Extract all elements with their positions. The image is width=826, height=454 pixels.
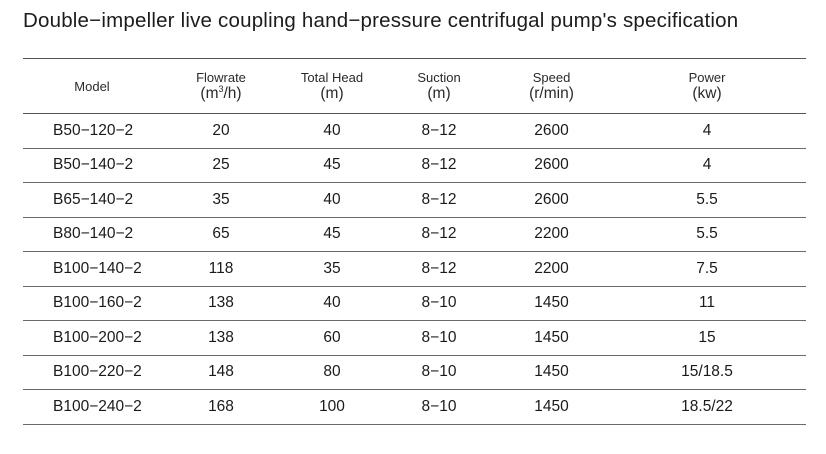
- cell-flowrate: 20: [212, 121, 230, 139]
- header-total-head-label: Total Head: [300, 70, 364, 85]
- cell-total-head: 40: [323, 190, 341, 208]
- cell-power: 18.5/22: [681, 397, 733, 415]
- cell-flowrate: 138: [208, 328, 234, 346]
- cell-flowrate: 138: [208, 294, 234, 312]
- header-flowrate-unit: (m3/h): [200, 84, 242, 103]
- cell-flowrate: 168: [208, 397, 234, 415]
- header-suction: Suction (m): [383, 59, 495, 114]
- table-row: B100−240−2 168 100 8−10 1450 18.5/22: [23, 390, 806, 424]
- table-row: B100−160−2 138 40 8−10 1450 11: [23, 286, 806, 321]
- cell-power: 5.5: [696, 190, 718, 208]
- table-row: B65−140−2 35 40 8−12 2600 5.5: [23, 183, 806, 217]
- table-row: B80−140−2 65 45 8−12 2200 5.5: [23, 217, 806, 252]
- table-row: B50−120−2 20 40 8−12 2600 4: [23, 114, 806, 148]
- cell-model: B100−200−2: [53, 328, 142, 346]
- table-row: B100−220−2 148 80 8−10 1450 15/18.5: [23, 355, 806, 390]
- cell-suction: 8−12: [421, 225, 457, 243]
- cell-power: 4: [702, 121, 712, 139]
- cell-model: B50−140−2: [53, 156, 134, 174]
- cell-flowrate: 25: [212, 156, 230, 174]
- cell-model: B65−140−2: [53, 190, 134, 208]
- header-model: Model: [23, 59, 161, 114]
- cell-suction: 8−10: [421, 363, 457, 381]
- cell-flowrate: 35: [212, 190, 230, 208]
- cell-power: 4: [702, 156, 712, 174]
- cell-suction: 8−12: [421, 259, 457, 277]
- header-total-head-unit: (m): [320, 85, 344, 102]
- cell-speed: 1450: [534, 397, 569, 415]
- table-row: B100−140−2 118 35 8−12 2200 7.5: [23, 252, 806, 286]
- cell-model: B100−240−2: [53, 397, 142, 415]
- cell-flowrate: 148: [208, 363, 234, 381]
- cell-total-head: 40: [323, 294, 341, 312]
- page-title: Double−impeller live coupling hand−press…: [23, 9, 739, 32]
- cell-total-head: 45: [323, 156, 341, 174]
- cell-power: 11: [698, 294, 716, 312]
- cell-speed: 2600: [534, 121, 569, 139]
- cell-flowrate: 118: [208, 259, 234, 277]
- header-total-head: Total Head (m): [281, 59, 383, 114]
- cell-speed: 1450: [534, 294, 569, 312]
- cell-total-head: 40: [323, 121, 341, 139]
- specification-table: Model Flowrate (m3/h) Total Head (m) Suc…: [23, 58, 806, 425]
- cell-total-head: 35: [323, 259, 341, 277]
- header-flowrate: Flowrate (m3/h): [161, 59, 281, 114]
- cell-total-head: 100: [319, 397, 345, 415]
- table-header-row: Model Flowrate (m3/h) Total Head (m) Suc…: [23, 58, 806, 114]
- cell-speed: 1450: [534, 363, 569, 381]
- table-row: B50−140−2 25 45 8−12 2600 4: [23, 148, 806, 183]
- cell-speed: 1450: [534, 328, 569, 346]
- cell-suction: 8−10: [421, 397, 457, 415]
- cell-suction: 8−12: [421, 156, 457, 174]
- cell-speed: 2600: [534, 190, 569, 208]
- cell-power: 15/18.5: [681, 363, 733, 381]
- table-row: B100−200−2 138 60 8−10 1450 15: [23, 321, 806, 355]
- cell-power: 7.5: [696, 259, 718, 277]
- cell-speed: 2200: [534, 259, 569, 277]
- header-speed: Speed (r/min): [495, 59, 608, 114]
- header-power-unit: (kw): [692, 85, 722, 102]
- header-speed-label: Speed: [532, 70, 571, 85]
- cell-speed: 2200: [534, 225, 569, 243]
- cell-flowrate: 65: [212, 225, 230, 243]
- cell-model: B50−120−2: [53, 121, 134, 139]
- header-power: Power (kw): [608, 59, 806, 114]
- cell-power: 15: [698, 328, 716, 346]
- cell-suction: 8−10: [421, 328, 457, 346]
- cell-total-head: 60: [323, 328, 341, 346]
- cell-model: B100−160−2: [53, 294, 142, 312]
- cell-total-head: 80: [323, 363, 341, 381]
- cell-suction: 8−10: [421, 294, 457, 312]
- header-speed-unit: (r/min): [529, 85, 574, 102]
- header-power-label: Power: [688, 70, 726, 85]
- header-suction-label: Suction: [417, 70, 461, 85]
- cell-suction: 8−12: [421, 190, 457, 208]
- cell-speed: 2600: [534, 156, 569, 174]
- header-model-label: Model: [74, 78, 110, 94]
- header-flowrate-label: Flowrate: [196, 70, 246, 85]
- cell-power: 5.5: [696, 225, 718, 243]
- cell-model: B100−140−2: [53, 259, 142, 277]
- cell-model: B80−140−2: [53, 225, 134, 243]
- cell-model: B100−220−2: [53, 363, 142, 381]
- cell-suction: 8−12: [421, 121, 457, 139]
- cell-total-head: 45: [323, 225, 341, 243]
- header-suction-unit: (m): [427, 85, 451, 102]
